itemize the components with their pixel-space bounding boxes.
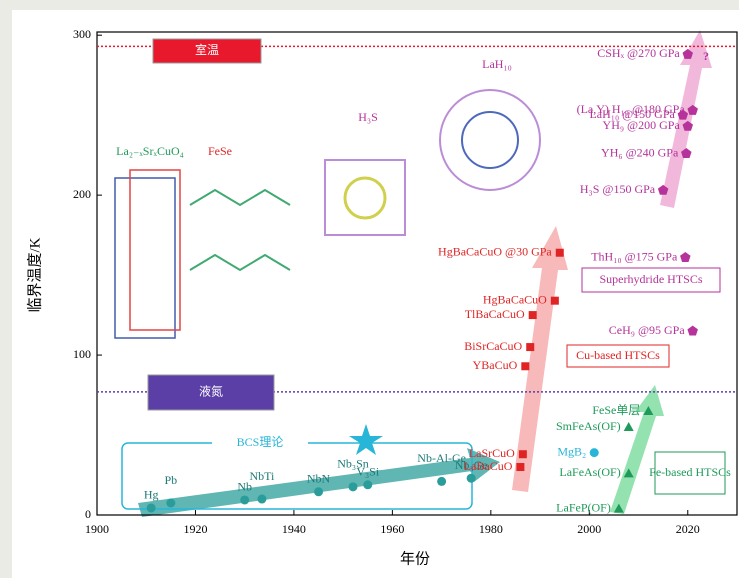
point-label: NbN xyxy=(307,472,331,486)
point-label: HgBaCaCuO xyxy=(483,292,547,306)
y-axis-title: 临界温度/K xyxy=(26,237,43,312)
data-point xyxy=(363,480,372,489)
point-label: MgB₂ xyxy=(557,444,586,458)
structure-label: H₃S xyxy=(358,110,378,124)
x-tick-label: 2000 xyxy=(577,522,601,536)
data-point xyxy=(437,477,446,486)
point-label: LaSrCuO xyxy=(469,446,515,460)
point-label: H₃S @150 GPa xyxy=(580,182,656,196)
data-point xyxy=(590,448,599,457)
y-tick-label: 100 xyxy=(73,347,91,361)
data-point xyxy=(240,495,249,504)
data-point xyxy=(529,311,537,319)
x-tick-label: 1980 xyxy=(479,522,503,536)
point-label: YH₆ @240 GPa xyxy=(601,145,679,159)
x-tick-label: 1920 xyxy=(183,522,207,536)
data-point xyxy=(166,499,175,508)
structure-label: La₂₋ₓSrₓCuO₄ xyxy=(116,144,184,158)
structure-label: LaH₁₀ xyxy=(482,57,512,71)
group-title: Cu-based HTSCs xyxy=(576,348,660,362)
chart: 年份 临界温度/K 1900 1920 1940 1960 1980 2000 2020 0 1… xyxy=(0,0,739,578)
data-point xyxy=(526,343,534,351)
data-point xyxy=(519,450,527,458)
point-label: YBaCuO xyxy=(473,358,518,372)
group-title: Fe-based HTSCs xyxy=(649,465,731,479)
point-label: CSHₓ @270 GPa xyxy=(597,46,680,60)
data-point xyxy=(349,482,358,491)
data-point xyxy=(257,495,266,504)
data-point xyxy=(147,503,156,512)
point-label: LaFeAs(OF) xyxy=(559,465,620,479)
data-point xyxy=(556,249,564,257)
point-label: NbTi xyxy=(249,469,275,483)
x-axis-title: 年份 xyxy=(400,550,430,567)
x-tick-label: 1960 xyxy=(380,522,404,536)
point-label: TlBaCaCuO xyxy=(465,307,525,321)
reference-label: 液氮 xyxy=(199,383,223,398)
data-point xyxy=(467,474,476,483)
point-label: (La,Y) H₁₀ @180 GPa xyxy=(577,102,686,116)
point-label: LaBaCuO xyxy=(464,459,513,473)
reference-label: 室温 xyxy=(195,42,219,57)
point-label: LaFeP(OF) xyxy=(556,500,611,514)
y-tick-label: 300 xyxy=(73,27,91,41)
group-title: BCS理论 xyxy=(237,435,284,449)
x-tick-label: 2020 xyxy=(676,522,700,536)
point-label: HgBaCaCuO @30 GPa xyxy=(438,244,552,258)
point-label: CeH₉ @95 GPa xyxy=(609,323,686,337)
point-label: ThH₁₀ @175 GPa xyxy=(591,249,678,263)
y-tick-label: 0 xyxy=(85,507,91,521)
x-tick-label: 1940 xyxy=(282,522,306,536)
point-label: Hg xyxy=(144,488,159,502)
y-tick-label: 200 xyxy=(73,187,91,201)
group-title: Superhydride HTSCs xyxy=(600,272,703,286)
point-label: SmFeAs(OF) xyxy=(556,419,621,433)
data-point xyxy=(314,487,323,496)
annotation: ? xyxy=(703,49,709,63)
data-point xyxy=(516,463,524,471)
point-label: Pb xyxy=(165,473,178,487)
point-label: V₃Si xyxy=(356,465,380,479)
point-label: FeSe单层 xyxy=(592,403,640,417)
x-tick-label: 1900 xyxy=(85,522,109,536)
data-point xyxy=(521,362,529,370)
point-label: BiSrCaCuO xyxy=(464,339,522,353)
structure-label: FeSe xyxy=(208,144,232,158)
data-point xyxy=(551,297,559,305)
